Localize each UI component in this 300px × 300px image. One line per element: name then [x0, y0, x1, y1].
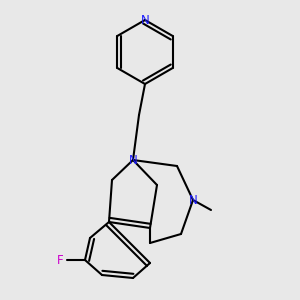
Text: F: F — [56, 254, 63, 266]
Text: N: N — [129, 154, 137, 166]
Text: N: N — [189, 194, 197, 206]
Text: N: N — [141, 14, 149, 26]
